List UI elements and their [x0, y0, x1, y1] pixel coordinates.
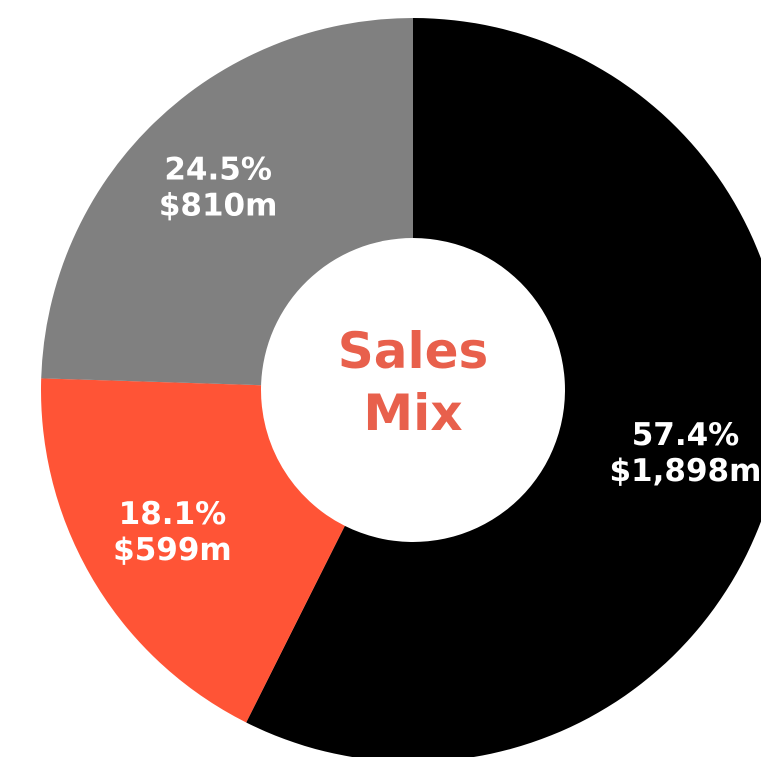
donut-slice: [41, 18, 413, 386]
slice-amount-label: $599m: [113, 532, 232, 568]
slice-amount-label: $810m: [159, 187, 278, 223]
slice-percent-label: 18.1%: [119, 496, 227, 532]
slice-percent-label: 57.4%: [632, 417, 740, 453]
slice-amount-label: $1,898m: [609, 453, 761, 489]
slice-percent-label: 24.5%: [164, 151, 272, 187]
chart-title: Sales Mix: [337, 322, 489, 442]
donut-slice: [40, 378, 345, 723]
donut-slice: [246, 18, 761, 757]
